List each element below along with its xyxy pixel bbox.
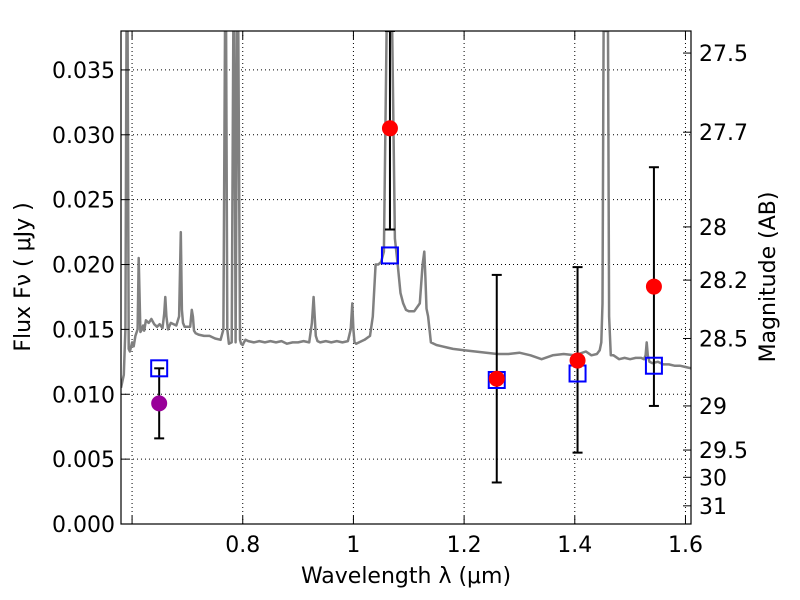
observed-flux-point	[569, 352, 586, 369]
right-tick-label: 28.5	[699, 327, 748, 352]
y-tick-label: 0.030	[52, 124, 115, 149]
error-bar-layer	[154, 31, 659, 484]
model-flux-square	[150, 359, 169, 378]
right-tick-label: 28.2	[699, 269, 748, 294]
y-tick-label: 0.010	[52, 383, 115, 408]
y-tick-label: 0.025	[52, 189, 115, 214]
marker-layer	[150, 120, 663, 412]
y-tick-label: 0.000	[52, 513, 115, 538]
x-axis-label: Wavelength λ (μm)	[301, 564, 511, 589]
y-axis-label: Flux Fν ( μJy )	[11, 202, 36, 351]
right-tick-label: 30	[699, 466, 727, 491]
right-tick-label: 28	[699, 216, 727, 241]
observed-flux-point	[488, 370, 505, 387]
right-tick-label: 27.7	[699, 121, 748, 146]
y-tick-label: 0.020	[52, 254, 115, 279]
observed-flux-point	[645, 278, 662, 295]
right-tick-label: 29	[699, 395, 727, 420]
spectrum-layer	[121, 31, 691, 389]
spectrum-line	[121, 31, 691, 389]
y-tick-label: 0.015	[52, 318, 115, 343]
plot-frame	[120, 30, 692, 525]
model-flux-square	[644, 356, 663, 375]
grid-lines	[121, 31, 691, 524]
observed-flux-point	[151, 395, 168, 412]
x-tick-label: 1	[346, 533, 360, 558]
right-axis-label: Magnitude (AB)	[756, 192, 781, 363]
y-tick-label: 0.035	[52, 59, 115, 84]
right-tick-label: 29.5	[699, 439, 748, 464]
x-tick-label: 1.6	[668, 533, 703, 558]
x-tick-label: 1.4	[557, 533, 592, 558]
right-tick-label: 27.5	[699, 42, 748, 67]
model-flux-square	[380, 246, 399, 265]
tick-layer: 0.8 1 1.2 1.4 1.6 0.000 0.005 0.010 0.015 0.020 0.…	[52, 31, 748, 558]
x-tick-label: 1.2	[447, 533, 482, 558]
x-tick-label: 0.8	[225, 533, 260, 558]
right-tick-label: 31	[699, 495, 727, 520]
y-tick-label: 0.005	[52, 448, 115, 473]
observed-flux-point	[381, 120, 398, 137]
